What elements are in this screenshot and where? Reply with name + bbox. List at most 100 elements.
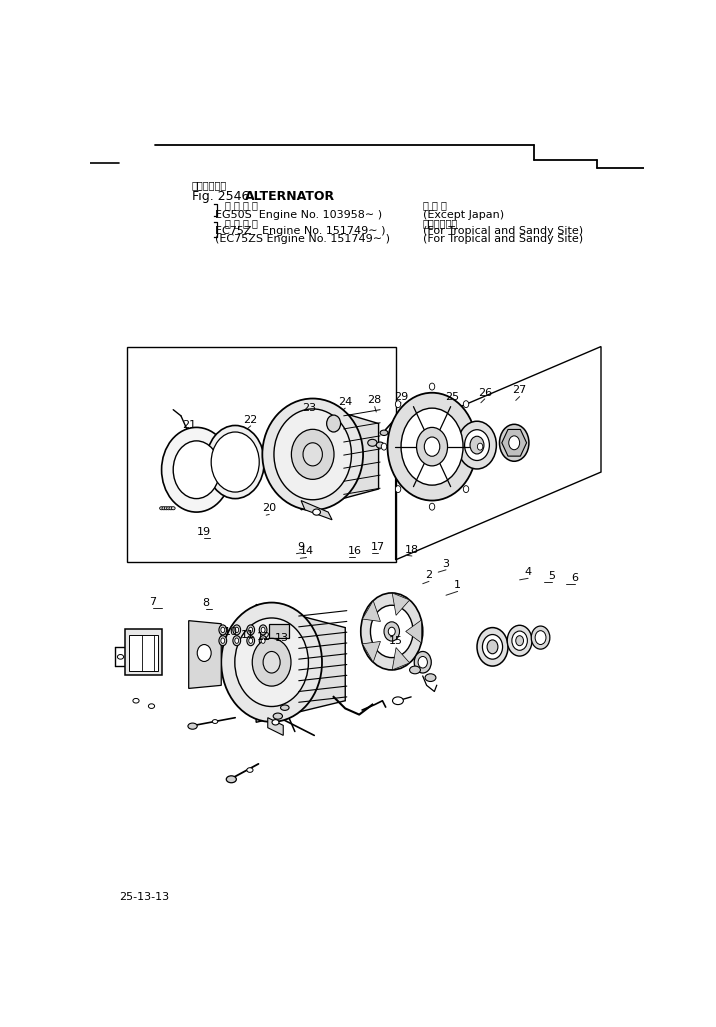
Text: 29: 29 [394,391,408,402]
Ellipse shape [248,638,253,643]
Ellipse shape [162,427,231,512]
Text: 23: 23 [303,404,316,413]
Ellipse shape [465,429,490,460]
Text: 8: 8 [202,598,209,608]
Text: 4: 4 [525,567,532,577]
Ellipse shape [478,444,483,450]
Ellipse shape [213,720,218,723]
Polygon shape [268,718,284,735]
Ellipse shape [188,723,197,729]
Polygon shape [362,601,380,621]
Text: 14: 14 [299,546,314,557]
Text: 24: 24 [338,397,352,407]
Ellipse shape [221,638,225,643]
Text: 27: 27 [513,385,527,395]
Ellipse shape [221,627,225,633]
Text: 13: 13 [275,634,289,643]
Ellipse shape [303,443,322,466]
Text: 22: 22 [243,415,258,425]
Ellipse shape [392,697,403,705]
Polygon shape [256,605,345,722]
Ellipse shape [219,624,227,635]
Ellipse shape [531,626,550,649]
Text: 25: 25 [445,391,459,402]
Ellipse shape [235,627,238,633]
Ellipse shape [197,645,211,661]
Ellipse shape [117,654,124,659]
Ellipse shape [483,635,503,659]
Ellipse shape [430,503,435,510]
Ellipse shape [401,408,463,485]
Text: 10: 10 [223,627,238,637]
Ellipse shape [500,424,529,461]
Bar [129,636,158,671]
Bar [269,623,289,638]
Ellipse shape [206,425,264,499]
Ellipse shape [477,627,508,667]
Ellipse shape [430,383,435,390]
Ellipse shape [235,618,309,707]
Polygon shape [392,648,410,670]
Polygon shape [189,620,221,688]
Ellipse shape [259,636,267,646]
Ellipse shape [458,421,496,469]
Ellipse shape [418,656,427,668]
Ellipse shape [247,624,255,635]
Ellipse shape [219,636,227,646]
Text: 6: 6 [571,572,578,582]
Ellipse shape [470,436,484,454]
Ellipse shape [233,636,241,646]
Polygon shape [301,500,332,520]
Ellipse shape [261,638,265,643]
Text: 7: 7 [150,597,157,607]
Text: 1: 1 [454,580,461,591]
Ellipse shape [380,430,388,435]
Ellipse shape [162,506,166,509]
Ellipse shape [395,486,401,493]
Ellipse shape [535,631,546,645]
Ellipse shape [384,621,400,641]
Ellipse shape [164,506,168,509]
Polygon shape [392,593,410,615]
Ellipse shape [274,409,352,500]
Ellipse shape [263,651,280,673]
Text: 26: 26 [478,388,492,397]
Text: 19: 19 [197,527,211,537]
Text: 15: 15 [389,636,402,646]
Ellipse shape [211,432,259,492]
Ellipse shape [281,705,289,711]
Text: 17: 17 [371,541,385,551]
Ellipse shape [248,627,253,633]
Ellipse shape [291,429,334,480]
Ellipse shape [361,593,422,670]
Text: 16: 16 [347,545,362,556]
Ellipse shape [368,440,377,447]
Text: 25-13-13: 25-13-13 [119,892,169,902]
Ellipse shape [233,624,241,635]
Ellipse shape [148,703,155,709]
Ellipse shape [169,506,173,509]
Polygon shape [406,620,421,643]
Text: EG50S  Engine No. 103958∼ ): EG50S Engine No. 103958∼ ) [215,210,382,220]
Ellipse shape [226,775,236,783]
Text: 12: 12 [257,632,271,642]
Ellipse shape [388,627,395,636]
Ellipse shape [410,667,420,674]
Text: 21: 21 [182,420,195,430]
Ellipse shape [326,415,341,432]
Text: 18: 18 [405,544,419,555]
Ellipse shape [387,392,477,500]
Ellipse shape [247,636,255,646]
Ellipse shape [370,605,413,657]
Ellipse shape [382,444,387,450]
Text: (EC75ZS Engine No. 151749∼ ): (EC75ZS Engine No. 151749∼ ) [215,234,390,243]
Ellipse shape [516,636,523,646]
Ellipse shape [507,625,532,656]
Ellipse shape [425,674,436,682]
Text: 熱帯砂地仕様: 熱帯砂地仕様 [422,219,458,228]
Polygon shape [362,642,380,662]
Ellipse shape [512,631,528,650]
Ellipse shape [509,435,520,450]
Ellipse shape [261,627,265,633]
Ellipse shape [376,442,384,448]
